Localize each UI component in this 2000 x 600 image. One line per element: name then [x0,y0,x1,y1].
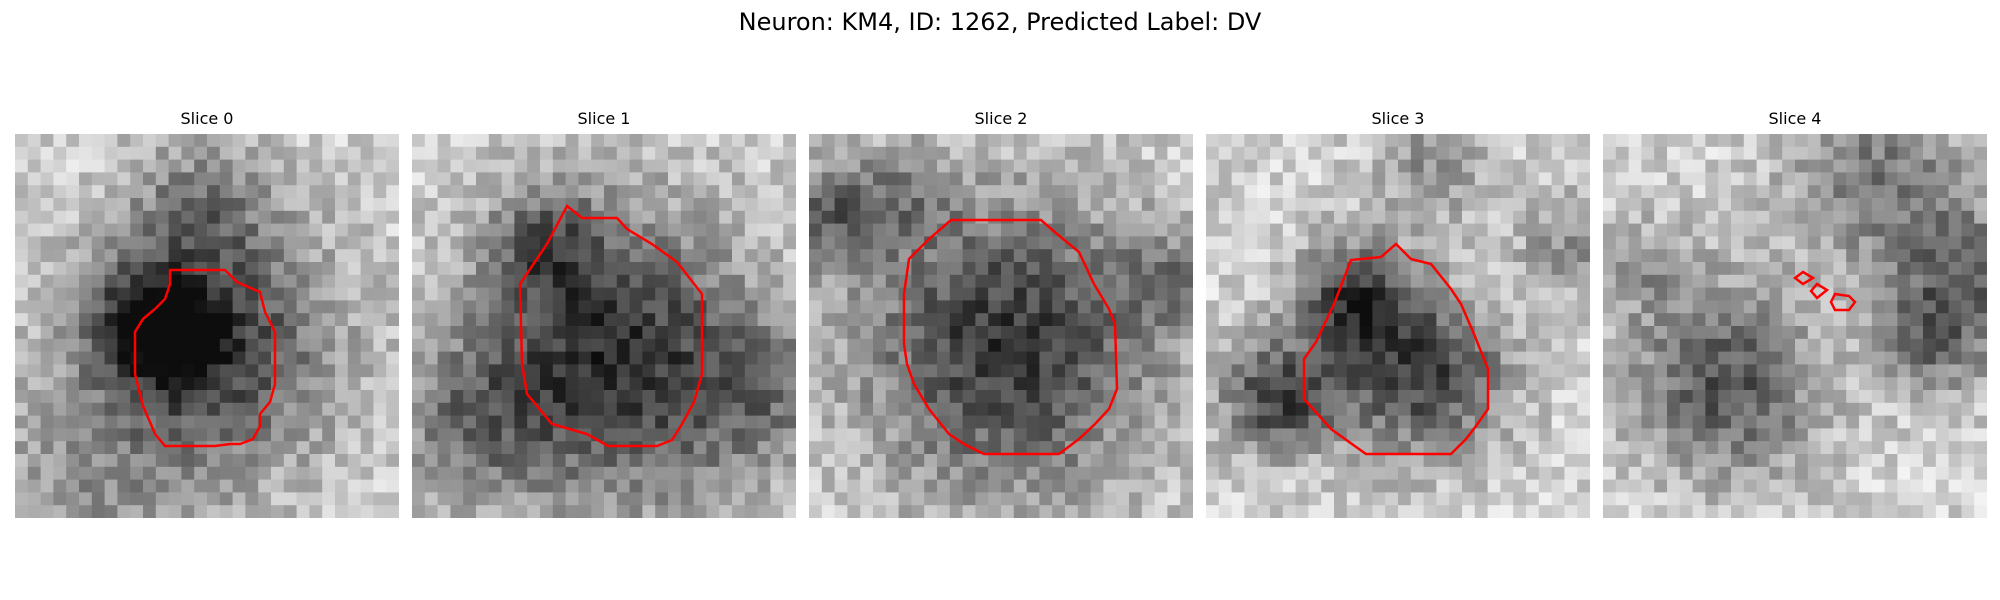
slice-title: Slice 4 [1768,109,1822,128]
roi-outline [133,268,277,448]
grayscale-pixels [412,134,796,518]
slice-image-1 [412,134,796,518]
roi-outline [1792,270,1816,286]
grayscale-pixels [809,134,1193,518]
slice-title: Slice 0 [180,109,234,128]
grayscale-pixels [1206,134,1590,518]
slice-image-2 [809,134,1193,518]
figure-title: Neuron: KM4, ID: 1262, Predicted Label: … [738,8,1262,36]
slice-image-0 [15,134,399,518]
roi-outline [518,204,704,448]
slice-title: Slice 1 [577,109,631,128]
slice-image-4 [1603,134,1987,518]
grayscale-pixels [1603,134,1987,518]
roi-outline [1809,282,1830,300]
roi-outline [902,218,1119,456]
roi-outline [1829,292,1857,312]
slice-image-3 [1206,134,1590,518]
slice-title: Slice 3 [1371,109,1425,128]
grayscale-pixels [15,134,399,518]
slice-title: Slice 2 [974,109,1028,128]
roi-outline [1302,242,1490,456]
